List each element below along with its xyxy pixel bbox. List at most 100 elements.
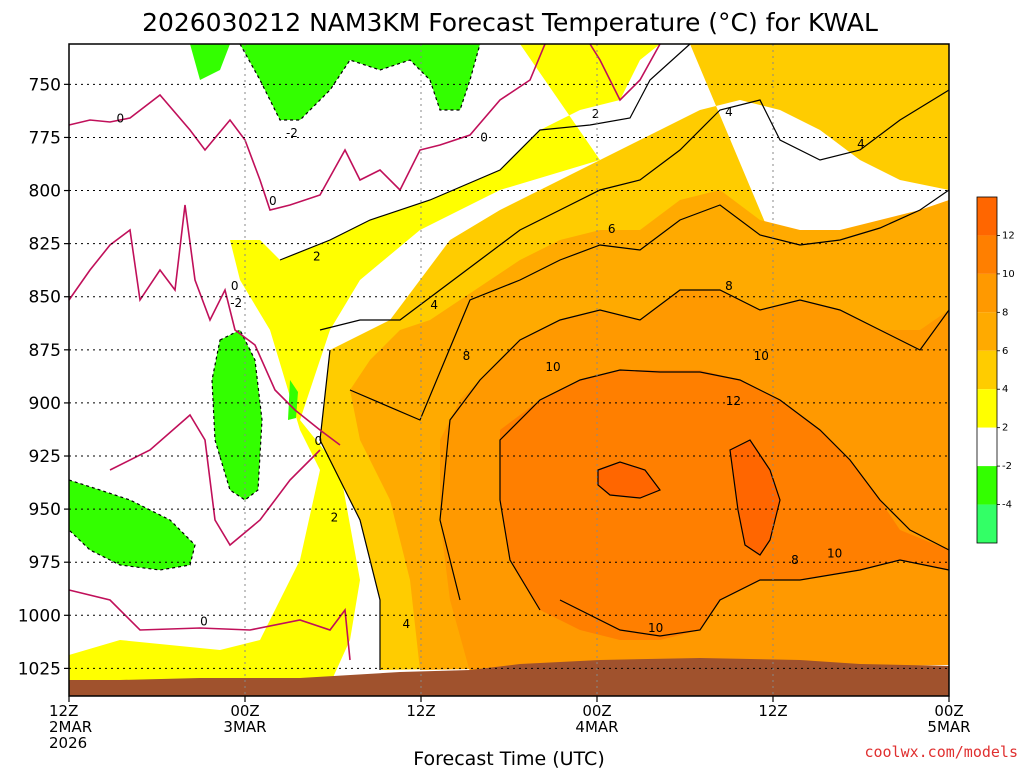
freezing-line-right — [589, 43, 661, 102]
colorbar-tick-label: 12 — [1002, 230, 1015, 241]
contour-label: 4 — [725, 105, 733, 119]
y-tick-label: 1000 — [18, 606, 61, 626]
colorbar: 12 10 8 6 4 2 -2 -4 — [976, 196, 1015, 544]
contour-neg2C-top — [239, 43, 481, 121]
band-neg2C-low — [69, 480, 195, 570]
contour-4C-low — [319, 349, 381, 670]
band-10C — [500, 370, 949, 640]
contour-label: 12 — [726, 394, 741, 408]
x-tick-label: 12Z — [758, 702, 787, 720]
contour-label: 8 — [791, 553, 799, 567]
ground-terrain — [69, 658, 949, 696]
colorbar-tick-label: -2 — [1002, 461, 1012, 472]
y-tick-label: 750 — [29, 75, 61, 95]
freezing-line-mid — [68, 204, 341, 446]
colorbar-tick-label: -4 — [1002, 500, 1012, 511]
contour-label: 6 — [608, 222, 616, 236]
contour-label: 0 — [200, 615, 208, 629]
y-tick-label: 975 — [29, 553, 61, 573]
colorbar-swatch — [977, 312, 997, 351]
contour-label: 10 — [754, 349, 769, 363]
contour-neg2C-col — [211, 329, 263, 501]
contour-12C-small — [597, 461, 661, 499]
plot-frame — [68, 43, 950, 697]
y-tick-label: 825 — [29, 235, 61, 255]
y-tick-label: 800 — [29, 182, 61, 202]
colorbar-swatch — [977, 235, 997, 274]
colorbar-swatch — [977, 273, 997, 313]
contour-label: 4 — [857, 137, 865, 151]
contour-2C — [279, 43, 691, 261]
y-tick-label: 900 — [29, 394, 61, 414]
colorbar-tick-label: 2 — [1002, 423, 1008, 434]
y-axis: 750 775 800 825 850 875 900 925 950 975 1000 1025 — [18, 75, 69, 679]
contour-label: 2 — [592, 107, 600, 121]
contour-8C — [439, 289, 950, 601]
x-tick-label: 00Z — [230, 702, 259, 720]
credit-link[interactable]: coolwx.com/models — [864, 743, 1018, 761]
freezing-lines — [68, 43, 661, 661]
freezing-line-bottom — [68, 589, 351, 661]
freezing-line-upper — [68, 43, 546, 211]
x-tick-label: 4MAR — [575, 718, 618, 736]
colorbar-tick-label: 4 — [1002, 384, 1008, 395]
contour-label: 0 — [231, 279, 239, 293]
contour-label: 10 — [827, 547, 842, 561]
contour-neg2C-low — [68, 479, 196, 571]
grid-lines — [69, 44, 949, 696]
colorbar-swatch — [977, 197, 997, 236]
contour-10C — [499, 369, 950, 611]
colorbar-frame — [976, 196, 998, 544]
x-tick-label: 12Z — [406, 702, 435, 720]
contour-label: 8 — [725, 279, 733, 293]
contour-label: 0 — [117, 111, 125, 125]
y-tick-label: 875 — [29, 341, 61, 361]
contour-label: 4 — [403, 617, 411, 631]
contour-label: 8 — [463, 349, 471, 363]
chart-title: 2026030212 NAM3KM Forecast Temperature (… — [142, 8, 878, 37]
contour-10C-low — [559, 559, 950, 637]
contour-label: 10 — [545, 360, 560, 374]
y-tick-label: 925 — [29, 447, 61, 467]
x-tick-label: 5MAR — [927, 718, 970, 736]
contour-12C — [729, 439, 781, 556]
x-tick-label: 00Z — [934, 702, 963, 720]
contour-label: 4 — [430, 298, 438, 312]
y-tick-label: 1025 — [18, 659, 61, 679]
band-12C — [598, 440, 780, 555]
y-tick-label: 950 — [29, 500, 61, 520]
x-tick-label: 12Z — [49, 702, 78, 720]
colorbar-swatch — [977, 466, 997, 505]
contour-6C — [349, 189, 950, 421]
x-axis-title: Forecast Time (UTC) — [413, 748, 604, 768]
colorbar-tick-label: 10 — [1002, 269, 1015, 280]
contour-label: 0 — [269, 194, 277, 208]
band-neg2C-top — [69, 44, 480, 120]
contour-label: 2 — [331, 511, 339, 525]
colorbar-swatch — [977, 350, 997, 390]
contour-4C — [319, 89, 950, 331]
x-tick-label: 00Z — [582, 702, 611, 720]
x-tick-label: 2026 — [49, 734, 87, 752]
contour-label: -2 — [286, 126, 298, 140]
y-tick-label: 850 — [29, 288, 61, 308]
band-neg2C-col — [212, 330, 298, 500]
contour-label: -2 — [230, 296, 242, 310]
contour-label: 0 — [315, 434, 323, 448]
colorbar-tick-label: 8 — [1002, 307, 1008, 318]
x-tick-label: 3MAR — [223, 718, 266, 736]
colorbar-tick-label: 6 — [1002, 346, 1008, 357]
colorbar-swatch — [977, 504, 997, 543]
temperature-contours — [68, 43, 950, 670]
contour-label: 2 — [313, 249, 321, 263]
y-tick-label: 775 — [29, 128, 61, 148]
freezing-line-low — [109, 413, 321, 547]
colorbar-swatch — [977, 427, 997, 467]
colorbar-swatch — [977, 389, 997, 428]
contour-label: 10 — [648, 621, 663, 635]
x-tick-label: 2MAR — [49, 718, 92, 736]
